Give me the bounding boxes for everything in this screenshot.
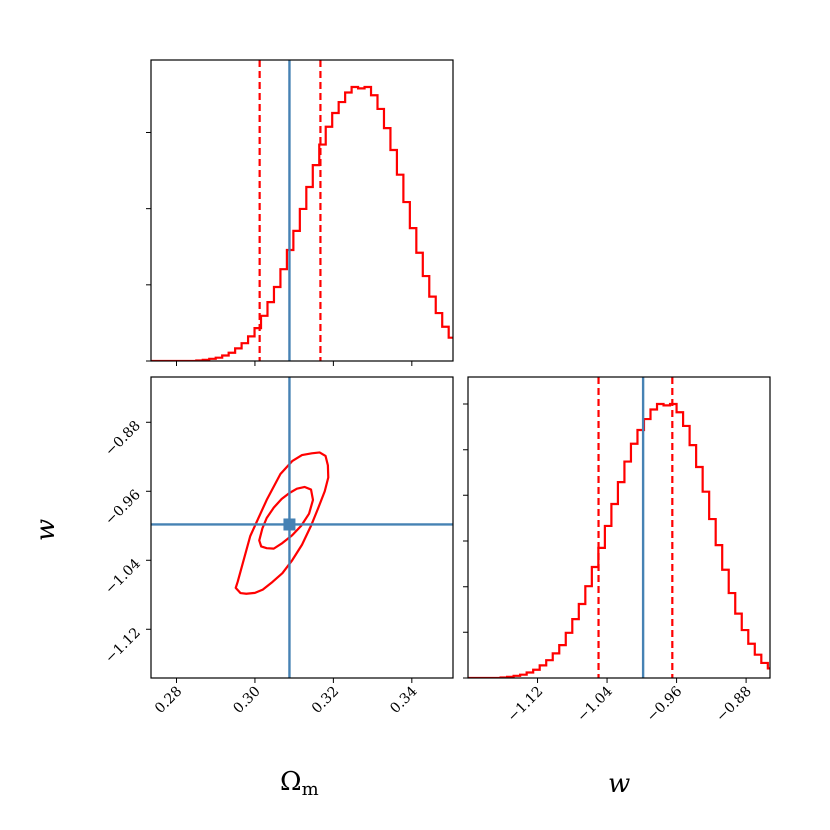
omega-m-frame: [150, 59, 454, 362]
contour-x-tick-label-1: 0.30: [230, 684, 263, 717]
x-axis-title-omega-m: Ωm: [280, 767, 319, 800]
contour-plot-area: [151, 377, 453, 678]
w-plot-area: [468, 377, 770, 678]
x-axis-title-w: w: [608, 769, 630, 799]
omega-m-w-contour-panel: 0.28 0.30 0.32 0.34 −1.12 −1.04 −0.96 −0.88: [102, 376, 454, 717]
contour-x-tick-label-3: 0.34: [387, 683, 420, 716]
truth-marker: [283, 518, 296, 531]
omega-m-histogram-step: [151, 85, 453, 361]
contour-x-tick-label-2: 0.32: [309, 684, 342, 717]
contour-y-tick-label-1: −1.04: [102, 556, 144, 598]
w-histogram-step: [468, 402, 770, 678]
w-x-tick-label-2: −0.96: [644, 683, 686, 725]
contour-frame: [150, 376, 454, 679]
w-x-tick-label-3: −0.88: [713, 684, 755, 726]
w-histogram-panel: −1.12 −1.04 −0.96 −0.88: [463, 376, 771, 726]
y-axis-title-w: w: [31, 519, 61, 541]
contour-outer: [234, 451, 330, 595]
omega-m-histogram-panel: [146, 59, 454, 366]
omega-m-plot-area: [151, 60, 453, 361]
contour-y-tick-label-3: −0.88: [102, 418, 144, 460]
w-x-tick-label-0: −1.12: [505, 684, 547, 726]
contour-x-tick-label-0: 0.28: [152, 684, 185, 717]
w-x-tick-label-1: −1.04: [574, 683, 616, 725]
contour-y-tick-label-2: −0.96: [102, 487, 144, 529]
contour-y-tick-label-0: −1.12: [102, 625, 144, 667]
w-frame: [467, 376, 771, 679]
